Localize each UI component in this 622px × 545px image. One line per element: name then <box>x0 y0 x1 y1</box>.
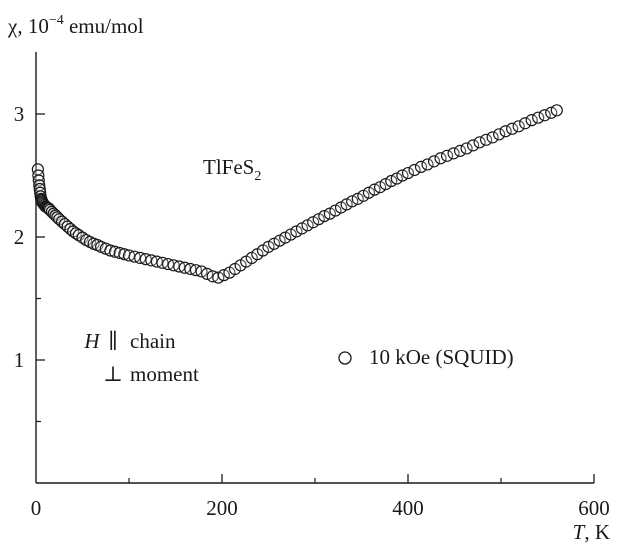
data-point <box>467 139 480 152</box>
axis-ticks <box>36 113 595 483</box>
data-point <box>460 142 473 155</box>
parallel-symbol: ∥ <box>108 329 118 353</box>
compound-base: TlFeS <box>203 155 254 179</box>
data-point <box>414 160 428 173</box>
data-point <box>51 211 64 224</box>
x-axis-unit: , K <box>584 520 610 544</box>
y-axis-title: χ, 10−4 emu/mol <box>7 13 144 38</box>
data-point <box>447 147 460 160</box>
data-point <box>104 244 117 257</box>
x-axis-symbol: T <box>573 520 586 544</box>
y-axis-prefix: , 10 <box>17 14 49 38</box>
data-point <box>421 158 434 171</box>
y-axis-symbol: χ <box>7 14 18 38</box>
x-tick-label: 600 <box>578 496 610 520</box>
data-point <box>499 125 512 138</box>
data-point <box>525 114 538 127</box>
data-point <box>506 122 519 135</box>
axis-tick-labels: 0 200 400 600 1 2 3 <box>14 102 610 520</box>
x-tick-label: 200 <box>206 496 238 520</box>
data-point <box>532 111 545 124</box>
field-symbol: H <box>83 329 101 353</box>
field-orientation-annotation: H ∥ chain ⊥ moment <box>83 329 199 386</box>
data-point <box>538 109 551 122</box>
data-points <box>31 104 563 284</box>
legend: 10 kOe (SQUID) <box>338 345 514 369</box>
x-tick-label: 400 <box>392 496 424 520</box>
x-axis-title: T, K <box>573 520 610 544</box>
y-tick-label: 2 <box>14 225 25 249</box>
data-point <box>453 144 467 157</box>
data-point <box>486 131 499 144</box>
data-point <box>434 152 447 165</box>
svg-text:χ, 10−4 emu/mol: χ, 10−4 emu/mol <box>7 13 144 38</box>
data-point <box>473 136 486 149</box>
data-point <box>493 128 506 141</box>
y-tick-label: 1 <box>14 348 25 372</box>
x-tick-label: 0 <box>31 496 42 520</box>
data-point <box>408 163 421 177</box>
data-point <box>440 149 454 162</box>
field-perpendicular-text: moment <box>130 362 199 386</box>
field-parallel-text: chain <box>130 329 176 353</box>
data-point <box>427 155 441 168</box>
data-point <box>401 166 415 180</box>
data-point <box>480 133 493 146</box>
y-tick-label: 3 <box>14 102 25 126</box>
data-point <box>550 104 563 117</box>
data-point <box>113 246 126 260</box>
legend-marker <box>338 351 352 365</box>
data-point <box>512 120 525 133</box>
svg-text:T, K: T, K <box>573 520 610 544</box>
compound-subscript: 2 <box>254 169 261 184</box>
compound-label: TlFeS2 <box>203 155 261 184</box>
y-axis-unit: emu/mol <box>64 14 144 38</box>
svg-text:TlFeS2: TlFeS2 <box>203 155 261 184</box>
data-point <box>519 117 532 130</box>
perpendicular-symbol: ⊥ <box>103 362 123 386</box>
y-axis-exponent: −4 <box>49 13 64 28</box>
data-point <box>108 245 122 258</box>
legend-label: 10 kOe (SQUID) <box>369 345 514 369</box>
